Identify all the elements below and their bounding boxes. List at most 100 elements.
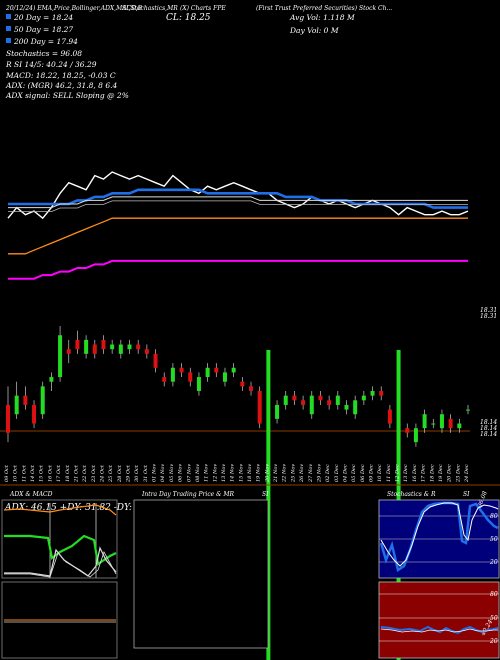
stoch-panel-title-si: SI <box>463 491 470 498</box>
candle-body <box>422 414 427 429</box>
candle-body <box>327 400 332 405</box>
legend-ema200: 200 Day = 17.94 <box>13 37 78 46</box>
ema-bollinger-panel <box>7 171 469 280</box>
candle-body <box>179 367 184 373</box>
stoch-tick-label: 80 <box>490 513 498 520</box>
date-tick-label: 03 Dec <box>334 464 340 482</box>
date-tick-label: 22 Nov <box>282 464 288 483</box>
date-tick-label: 24 Dec <box>464 464 470 483</box>
date-tick-label: 18 Nov <box>247 464 253 482</box>
adx-readout: ADX: (MGR) 46.2, 31.8, 8 6.4 <box>5 81 117 90</box>
rsi-box <box>378 581 500 659</box>
candle-body <box>66 349 71 354</box>
candle-body <box>118 344 123 354</box>
date-tick-label: 24 Oct <box>99 464 105 483</box>
candle-body <box>249 386 254 391</box>
date-tick-label: 29 Oct <box>126 464 132 483</box>
date-tick-label: 02 Dec <box>325 464 331 482</box>
legend-swatch-icon <box>6 14 11 19</box>
candle-body <box>292 395 297 401</box>
candle-body <box>170 367 175 382</box>
candle-body <box>283 395 288 405</box>
candle-body <box>6 404 10 433</box>
candle-body <box>101 339 106 350</box>
series-lower-band <box>8 217 468 255</box>
rsi-tick-label: 20 <box>489 638 498 645</box>
intraday-panel <box>133 499 269 649</box>
candle-body <box>405 428 410 433</box>
candle-body <box>75 339 80 350</box>
candle-body <box>153 353 158 368</box>
candle-body <box>214 367 219 373</box>
date-tick-label: 21 Nov <box>273 464 279 483</box>
date-tick-label: 20 Nov <box>264 464 270 483</box>
ema-legend: 20 Day = 18.24 50 Day = 18.27 200 Day = … <box>6 13 78 46</box>
date-tick-label: 23 Dec <box>455 464 461 483</box>
candle-body <box>231 367 236 373</box>
adx-signal-readout: ADX signal: SELL Sloping @ 2% <box>5 91 129 100</box>
candle-body <box>58 335 63 378</box>
candle-body <box>335 395 340 405</box>
candle-body <box>301 400 306 405</box>
price-axis-label: 18.14 <box>480 425 497 432</box>
header-indicator-list: 20/12/24) EMA,Price,Bollinger,ADX,MACD,B <box>5 5 143 12</box>
date-tick-label: 26 Nov <box>299 464 305 483</box>
date-tick-label: 18 Dec <box>429 464 435 482</box>
date-tick-label: 14 Oct <box>30 464 36 482</box>
candle-body <box>439 414 444 429</box>
date-tick-label: 27 Nov <box>308 464 314 483</box>
adx-panel-title: ADX & MACD <box>9 491 53 498</box>
stoch-rsi-panel: 80 50 20 96.08 80 50 20 40.24 <box>378 490 500 659</box>
date-axis: 09 Oct 10 Oct 11 Oct 14 Oct 15 Oct 16 Oct 17 O… <box>4 464 470 483</box>
candle-body <box>32 404 37 424</box>
series-price <box>7 171 469 220</box>
candle-body <box>162 377 167 382</box>
candle-body <box>49 377 54 382</box>
date-tick-label: 05 Nov <box>169 464 175 482</box>
date-tick-label: 08 Nov <box>195 464 201 482</box>
candle-body <box>387 409 392 424</box>
date-tick-label: 10 Oct <box>13 464 19 482</box>
date-tick-label: 12 Nov <box>212 464 218 482</box>
candle-body <box>318 395 323 401</box>
stoch-tick-label: 20 <box>489 559 498 566</box>
candle-body <box>466 409 470 411</box>
date-tick-label: 16 Dec <box>412 464 418 482</box>
date-tick-label: 15 Oct <box>39 464 45 482</box>
candle-body <box>431 423 436 425</box>
date-tick-label: 22 Oct <box>82 464 88 483</box>
candle-body <box>275 404 280 419</box>
date-tick-label: 11 Oct <box>21 464 27 482</box>
rsi-line <box>380 625 499 635</box>
adx-line <box>3 504 117 516</box>
series-reference <box>8 259 468 280</box>
date-tick-label: 13 Dec <box>403 464 409 482</box>
candle-body <box>23 395 28 405</box>
date-tick-label: 21 Oct <box>73 464 79 483</box>
candle-body <box>127 344 132 350</box>
date-tick-label: 10 Dec <box>377 464 383 482</box>
stoch-panel-title: Stochastics & R <box>387 491 436 498</box>
date-tick-label: 07 Nov <box>186 464 192 482</box>
header-chart-source: (X) Charts FPE <box>180 5 226 12</box>
price-axis-label: 18.14 <box>480 419 497 426</box>
date-tick-label: 17 Dec <box>421 464 427 482</box>
candle-body <box>84 339 89 354</box>
candle-body <box>344 404 349 410</box>
legend-swatch-icon <box>6 38 11 43</box>
candle-body <box>14 395 19 415</box>
candle-body <box>413 428 418 443</box>
date-tick-label: 17 Oct <box>56 464 62 482</box>
candle-body <box>92 344 97 354</box>
price-axis-label: 18.14 <box>480 431 497 438</box>
date-tick-label: 11 Nov <box>204 464 210 482</box>
date-tick-label: 14 Nov <box>230 464 236 482</box>
date-tick-label: 29 Nov <box>316 464 322 483</box>
series-ema50 <box>8 188 468 209</box>
stochastics-readout: Stochastics = 96.08 <box>6 49 82 58</box>
stoch-d-line <box>380 502 499 567</box>
candle-body <box>309 395 314 415</box>
rsi-signal-line <box>380 628 498 633</box>
candle-body <box>205 367 210 378</box>
